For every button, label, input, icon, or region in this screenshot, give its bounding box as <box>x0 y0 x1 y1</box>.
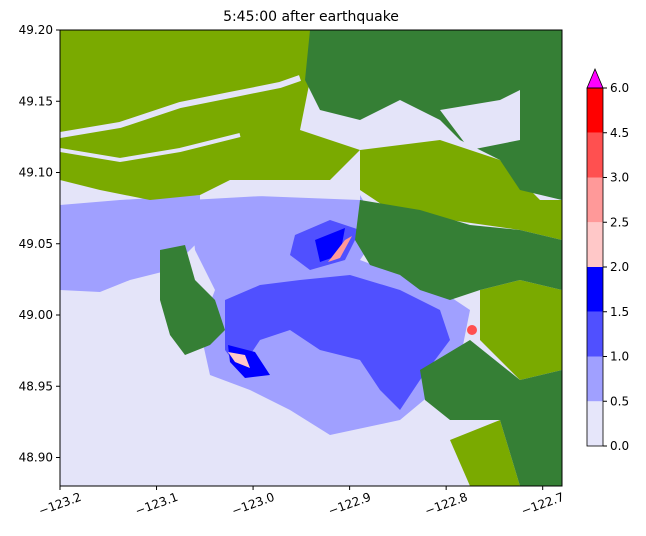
colorbar-segment <box>587 401 603 446</box>
x-tick-label: −122.8 <box>423 490 470 518</box>
lowland <box>450 420 520 486</box>
depth-region-3-4.5 <box>467 325 477 335</box>
x-tick-label: −123.0 <box>230 490 277 518</box>
plot-frame <box>59 29 563 487</box>
colorbar-extend-arrow <box>586 67 604 89</box>
highland <box>355 200 562 300</box>
highland-peninsula <box>160 245 225 355</box>
colorbar-tick-label: 1.5 <box>610 305 629 319</box>
colorbar-segment <box>587 356 603 402</box>
colorbar-tick-label: 0.0 <box>610 439 629 453</box>
y-tick-label: 48.90 <box>19 451 53 465</box>
colorbar-tick-label: 0.5 <box>610 394 629 408</box>
y-tick-label: 49.05 <box>19 237 53 251</box>
y-tick-label: 48.95 <box>19 379 53 393</box>
x-tick-label: −123.2 <box>37 490 84 518</box>
y-tick-label: 49.20 <box>19 23 53 37</box>
highland <box>420 340 562 486</box>
colorbar-tick-label: 1.0 <box>610 350 629 364</box>
depth-region-2-2.5 <box>228 352 250 368</box>
lowland <box>480 280 562 380</box>
depth-region-1-1.5 <box>225 275 450 410</box>
colorbar-tick-label: 3.0 <box>610 171 629 185</box>
lowland <box>360 140 562 240</box>
river <box>60 75 301 138</box>
map-field <box>60 30 562 486</box>
colorbar-segment <box>587 222 603 267</box>
highland <box>305 30 562 200</box>
depth-region-2.5-3 <box>328 236 352 262</box>
x-tick-label: −122.9 <box>326 490 373 518</box>
x-axis: −123.2 −123.1 −123.0 −122.9 −122.8 −122.7 <box>37 486 566 518</box>
colorbar-segment <box>587 177 603 223</box>
x-tick-label: −122.7 <box>519 490 566 518</box>
y-tick-label: 49.10 <box>19 166 53 180</box>
colorbar-tick-label: 4.5 <box>610 126 629 140</box>
y-tick-label: 49.15 <box>19 94 53 108</box>
lowland-flat <box>440 90 520 150</box>
y-axis: 48.90 48.95 49.00 49.05 49.10 49.15 49.20 <box>19 23 60 465</box>
colorbar-tick-label: 2.0 <box>610 260 629 274</box>
colorbar: 0.0 0.5 1.0 1.5 2.0 2.5 3.0 4.5 6.0 <box>586 67 629 453</box>
colorbar-segment <box>587 267 603 312</box>
colorbar-segment <box>587 88 603 133</box>
colorbar-tick-label: 6.0 <box>610 81 629 95</box>
river <box>60 133 241 163</box>
y-tick-label: 49.00 <box>19 308 53 322</box>
chart-title: 5:45:00 after earthquake <box>223 9 399 25</box>
depth-region-1.5-2 <box>228 345 270 378</box>
x-tick-label: −123.1 <box>133 490 180 518</box>
colorbar-segment <box>587 311 603 357</box>
colorbar-segment <box>587 132 603 178</box>
colorbar-tick-label: 2.5 <box>610 215 629 229</box>
lowland-flat <box>230 180 360 200</box>
